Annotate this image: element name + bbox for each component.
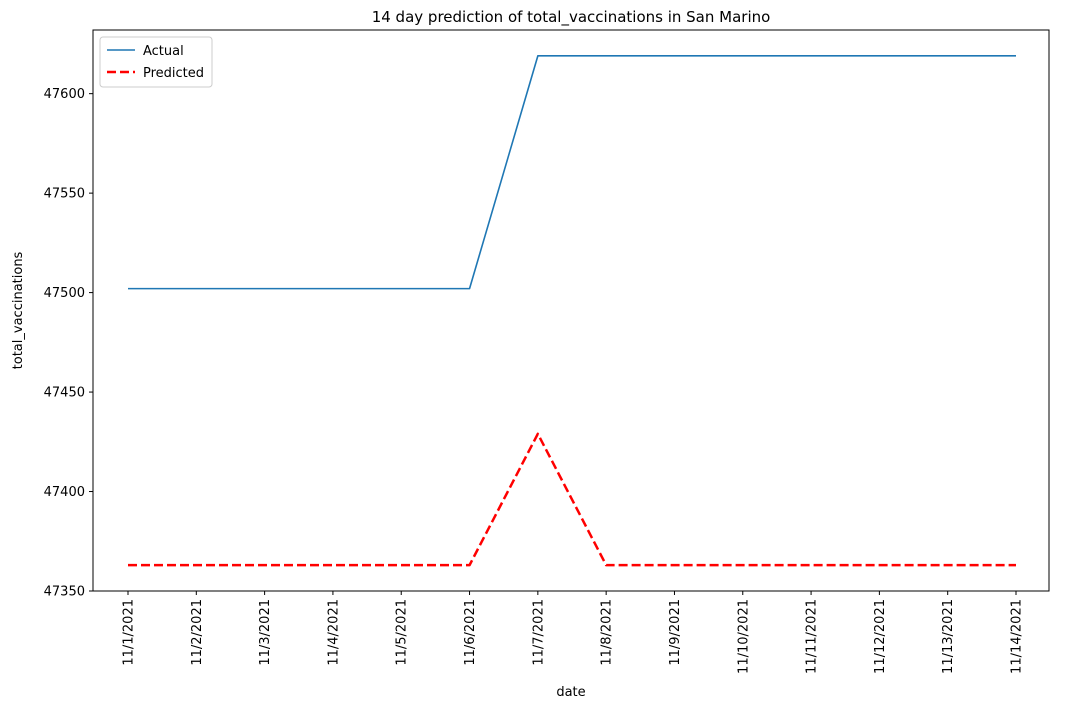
y-tick-label: 47350 — [44, 585, 85, 600]
y-tick-label: 47450 — [44, 386, 85, 401]
x-tick-label: 11/13/2021 — [941, 599, 956, 674]
plot-area — [92, 29, 1050, 592]
axes-frame — [92, 29, 1050, 592]
y-tick-label: 47400 — [44, 485, 85, 500]
chart-title: 14 day prediction of total_vaccinations … — [372, 8, 771, 27]
legend-label-predicted: Predicted — [143, 66, 204, 81]
series-layer — [128, 55, 1016, 567]
legend-label-actual: Actual — [143, 44, 184, 59]
x-tick-label: 11/8/2021 — [600, 599, 615, 666]
series-line-predicted — [128, 432, 1016, 567]
y-tick-label: 47600 — [44, 87, 85, 102]
x-tick-label: 11/5/2021 — [395, 599, 410, 666]
x-tick-label: 11/6/2021 — [463, 599, 478, 666]
x-tick-label: 11/9/2021 — [668, 599, 683, 666]
x-axis-label: date — [556, 685, 585, 700]
x-tick-label: 11/14/2021 — [1010, 599, 1025, 674]
x-tick-label: 11/3/2021 — [258, 599, 273, 666]
legend: Actual Predicted — [99, 36, 213, 88]
x-tick-label: 11/4/2021 — [326, 599, 341, 666]
x-tick-label: 11/10/2021 — [736, 599, 751, 674]
y-tick-label: 47500 — [44, 286, 85, 301]
x-axis: 11/1/2021 11/2/2021 11/3/2021 11/4/2021 11/5… — [122, 591, 1025, 674]
x-tick-label: 11/2/2021 — [190, 599, 205, 666]
x-tick-label: 11/11/2021 — [805, 599, 820, 674]
series-line-actual — [128, 55, 1016, 290]
y-axis-label: total_vaccinations — [11, 251, 26, 369]
y-axis: 47350 47400 47450 47500 47550 47600 — [44, 87, 93, 600]
x-tick-label: 11/1/2021 — [122, 599, 137, 666]
x-tick-label: 11/7/2021 — [531, 599, 546, 666]
x-tick-label: 11/12/2021 — [873, 599, 888, 674]
y-tick-label: 47550 — [44, 187, 85, 202]
